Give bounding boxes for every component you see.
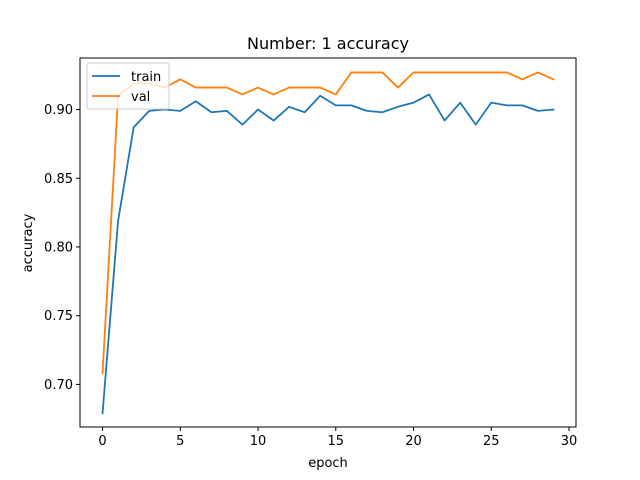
- y-tick-label: 0.80: [44, 240, 73, 255]
- x-tick-label: 30: [561, 434, 578, 449]
- series-line-val: [101, 71, 555, 375]
- x-tick-label: 20: [405, 434, 422, 449]
- y-tick-label: 0.90: [44, 103, 73, 118]
- legend-label-train: train: [131, 70, 161, 85]
- y-tick-label: 0.85: [44, 172, 73, 187]
- x-tick-label: 25: [483, 434, 500, 449]
- x-axis-title: epoch: [308, 456, 348, 471]
- y-tick-label: 0.70: [44, 378, 73, 393]
- x-tick-label: 0: [98, 434, 106, 449]
- y-tick-label: 0.75: [44, 309, 73, 324]
- x-tick-label: 10: [250, 434, 267, 449]
- legend-label-val: val: [131, 90, 150, 105]
- legend-frame: [86, 62, 170, 110]
- y-axis-title: accuracy: [21, 213, 36, 272]
- plot-area: [101, 71, 555, 415]
- x-tick-label: 5: [176, 434, 184, 449]
- series-line-train: [101, 93, 555, 415]
- axes: 0 5 10 15 20 25 30 0.70 0.75 0.80 0.85 0.90: [44, 57, 578, 449]
- legend: train val: [86, 62, 170, 110]
- chart-title: Number: 1 accuracy: [247, 34, 409, 53]
- x-tick-label: 15: [328, 434, 345, 449]
- axes-frame: [79, 57, 577, 428]
